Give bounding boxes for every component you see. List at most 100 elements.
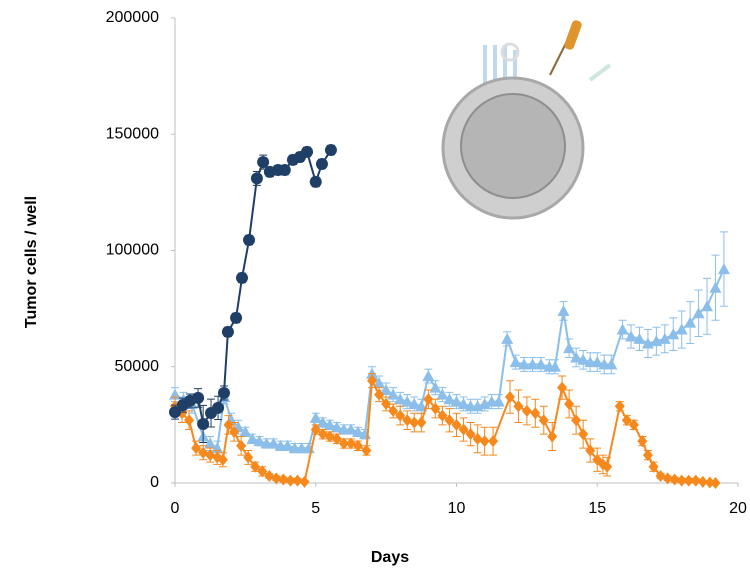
marker xyxy=(443,393,456,405)
marker xyxy=(472,432,483,445)
marker xyxy=(169,406,181,419)
marker xyxy=(345,437,356,450)
marker xyxy=(704,476,715,489)
marker xyxy=(257,156,270,169)
marker xyxy=(416,416,427,429)
marker xyxy=(549,360,562,372)
marker xyxy=(317,428,328,441)
marker xyxy=(250,460,261,473)
marker xyxy=(204,437,217,449)
marker xyxy=(264,470,275,483)
marker xyxy=(676,474,687,487)
marker xyxy=(217,453,228,466)
marker xyxy=(648,460,659,473)
marker xyxy=(628,418,639,431)
marker xyxy=(547,430,558,443)
marker xyxy=(223,418,234,431)
marker xyxy=(518,358,531,370)
marker xyxy=(212,401,225,414)
marker xyxy=(361,444,372,457)
marker xyxy=(408,397,421,409)
marker xyxy=(422,370,435,382)
marker xyxy=(331,432,342,445)
marker xyxy=(605,358,618,370)
marker xyxy=(444,414,455,427)
marker xyxy=(367,374,378,387)
marker xyxy=(557,304,570,316)
marker xyxy=(450,395,463,407)
cell-illustration xyxy=(441,20,612,220)
marker xyxy=(344,423,357,435)
marker xyxy=(409,416,420,429)
marker xyxy=(684,316,697,328)
marker xyxy=(578,428,589,441)
marker xyxy=(221,325,234,338)
marker xyxy=(530,407,541,420)
marker xyxy=(401,395,414,407)
marker xyxy=(239,425,252,437)
marker xyxy=(380,384,393,395)
marker xyxy=(423,393,434,406)
marker xyxy=(323,418,336,430)
marker xyxy=(614,400,625,413)
marker xyxy=(236,439,247,452)
marker xyxy=(570,351,583,363)
y-tick-label: 200000 xyxy=(106,9,159,26)
marker xyxy=(697,475,708,488)
marker xyxy=(458,423,469,436)
marker xyxy=(602,460,613,473)
marker xyxy=(205,449,216,462)
marker xyxy=(429,381,442,393)
marker xyxy=(534,358,547,370)
marker xyxy=(267,437,280,449)
marker xyxy=(710,477,721,489)
marker xyxy=(388,404,399,417)
marker xyxy=(557,381,568,394)
x-tick-label: 0 xyxy=(171,500,180,517)
x-tick-label: 10 xyxy=(448,500,466,517)
marker xyxy=(309,411,322,423)
marker xyxy=(563,342,576,354)
marker xyxy=(436,388,449,400)
marker xyxy=(395,409,406,422)
marker xyxy=(642,449,653,462)
x-axis-title: Days xyxy=(371,549,409,566)
marker xyxy=(229,425,240,438)
x-tick-label: 15 xyxy=(588,500,606,517)
marker xyxy=(250,172,263,185)
x-tick-label: 5 xyxy=(311,500,320,517)
y-tick-label: 100000 xyxy=(106,242,159,259)
marker xyxy=(637,435,648,448)
marker xyxy=(198,446,209,459)
marker xyxy=(402,414,413,427)
marker xyxy=(184,414,195,427)
marker xyxy=(658,332,671,344)
marker xyxy=(683,474,694,487)
marker xyxy=(278,164,291,177)
marker xyxy=(451,418,462,431)
marker xyxy=(338,437,349,450)
marker xyxy=(278,473,289,486)
marker xyxy=(192,391,205,404)
marker xyxy=(292,474,303,487)
marker xyxy=(591,356,604,368)
marker xyxy=(667,328,680,340)
marker xyxy=(509,356,522,368)
marker xyxy=(253,435,266,447)
marker xyxy=(662,472,673,485)
marker xyxy=(692,307,705,319)
marker xyxy=(387,388,400,400)
marker xyxy=(281,439,294,451)
marker xyxy=(271,472,282,485)
marker xyxy=(373,377,386,389)
marker xyxy=(324,144,337,157)
marker xyxy=(316,416,329,428)
marker xyxy=(571,414,582,427)
marker xyxy=(492,395,505,407)
marker xyxy=(230,311,243,324)
marker xyxy=(217,387,230,400)
marker xyxy=(235,271,248,284)
marker xyxy=(538,414,549,427)
marker xyxy=(197,417,210,430)
marker xyxy=(301,145,314,158)
